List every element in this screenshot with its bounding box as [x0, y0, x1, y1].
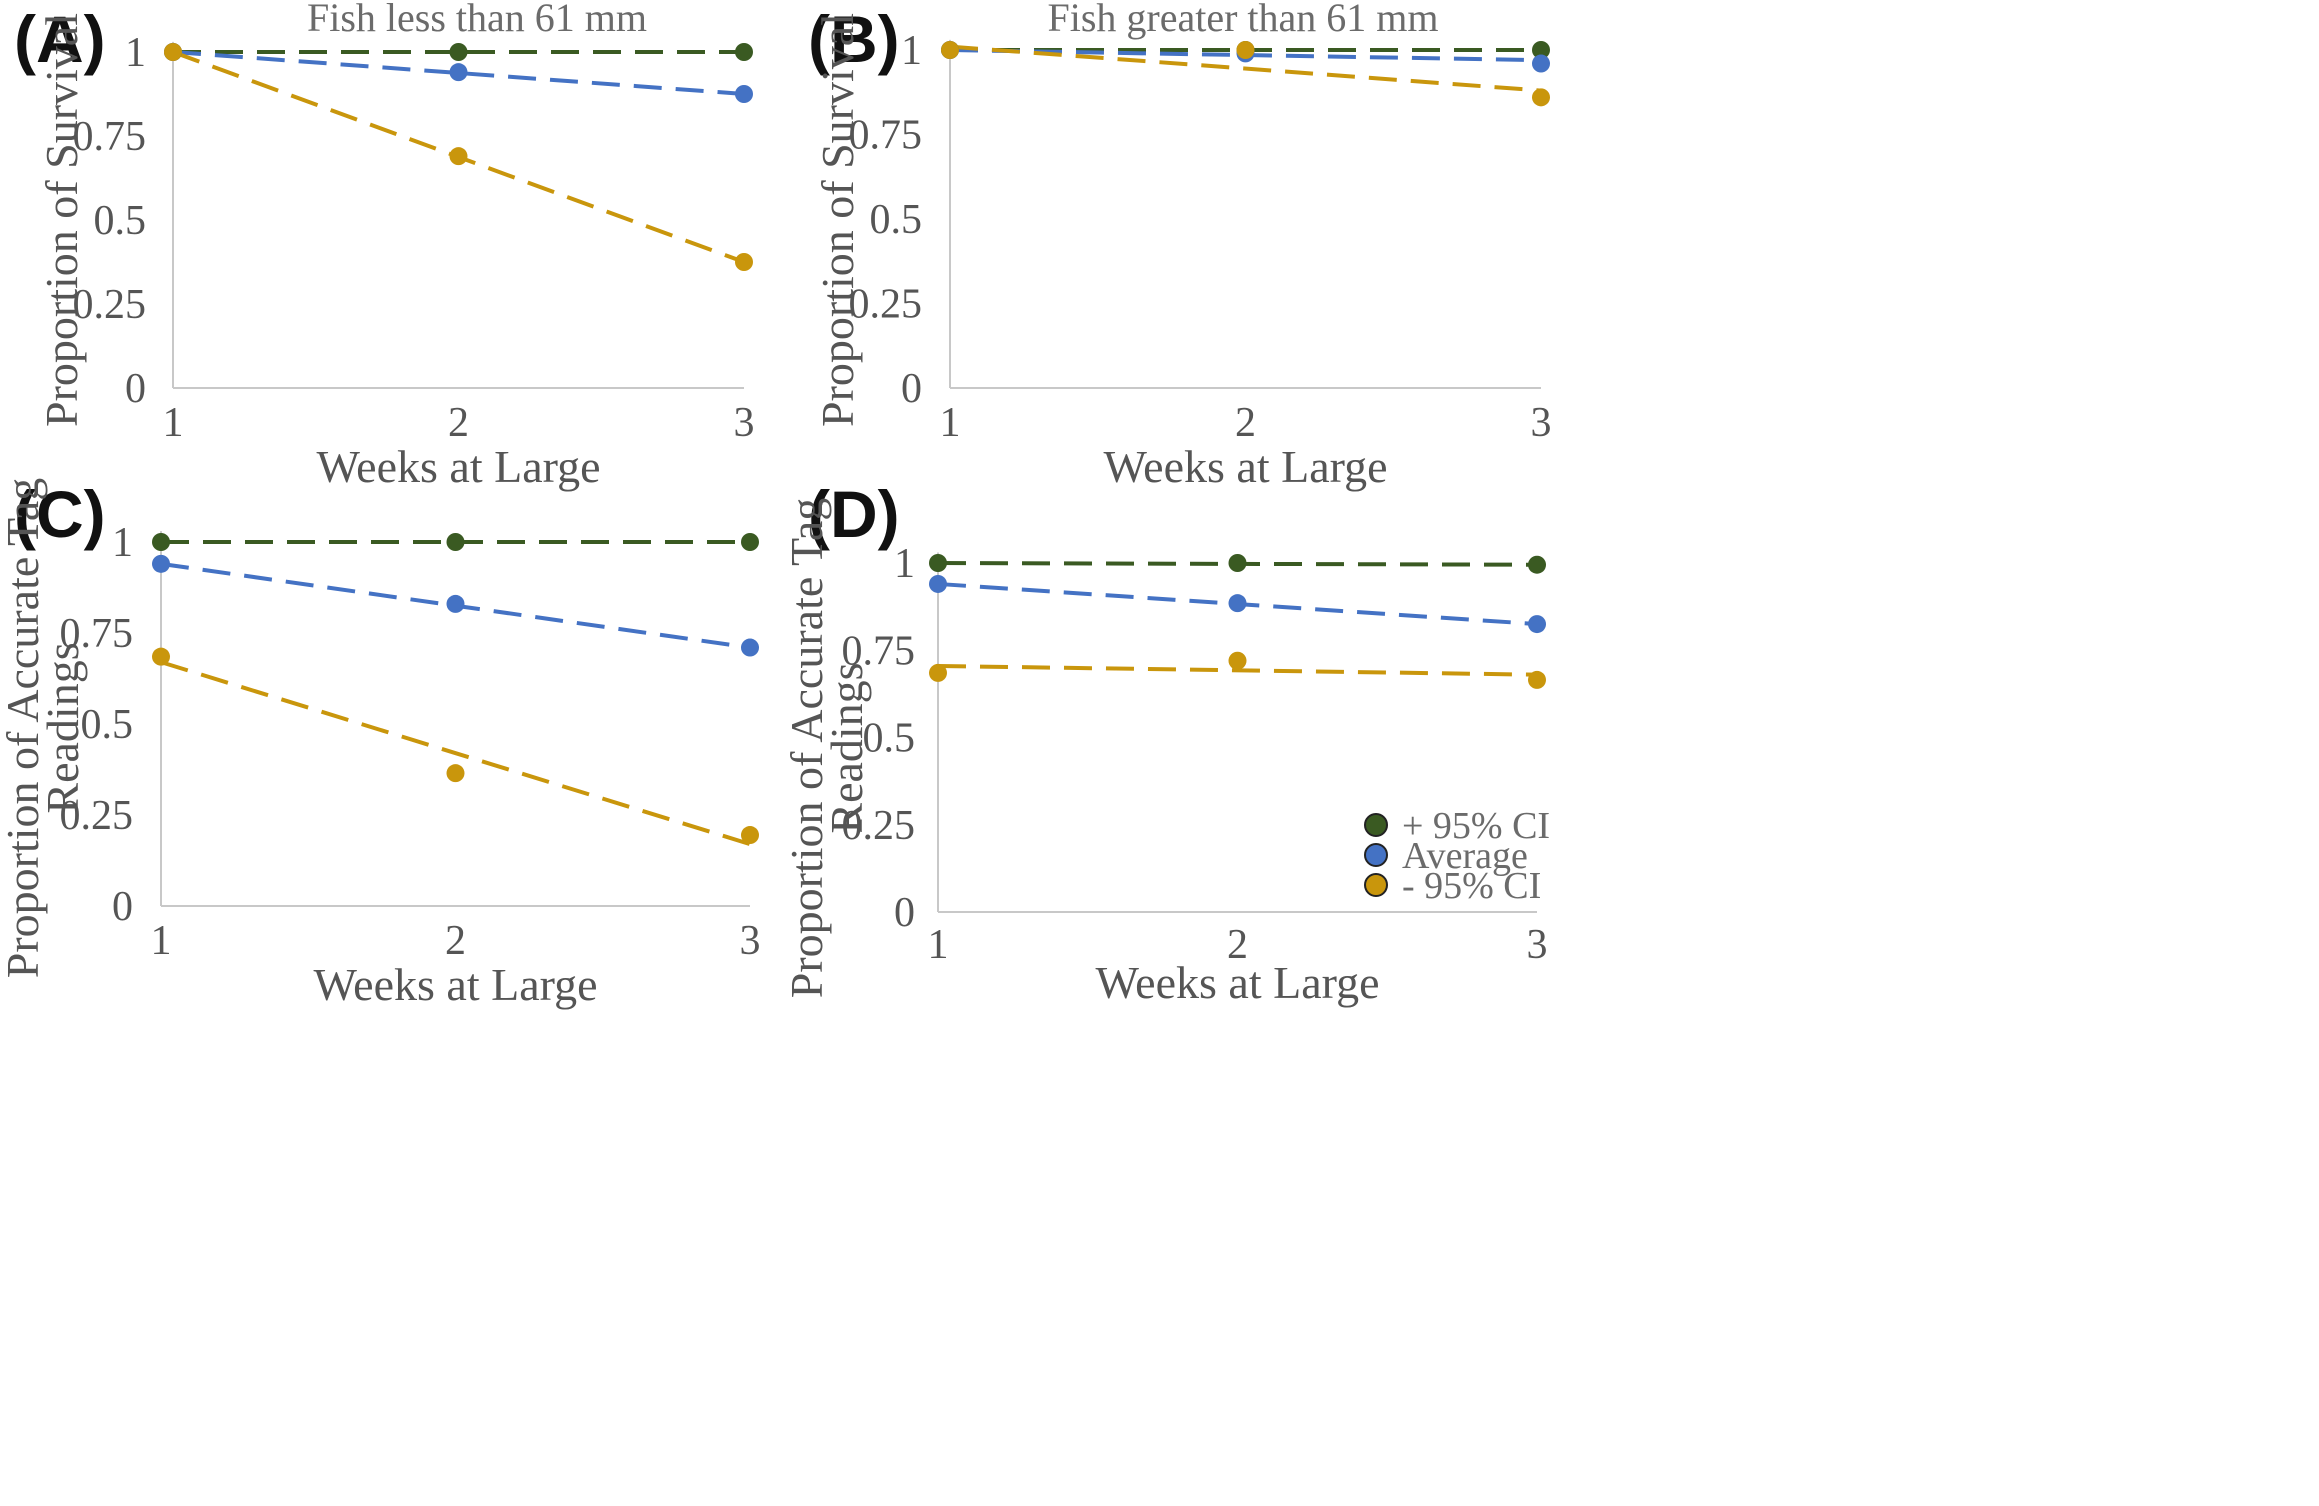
x-axis-label: Weeks at Large — [316, 441, 600, 492]
point-minus_ci — [1532, 88, 1550, 107]
series-minus_ci-trendline — [937, 663, 1538, 677]
point-plus_ci — [1528, 555, 1546, 574]
y-tick-label: 0.5 — [94, 198, 147, 244]
point-average — [929, 574, 947, 593]
point-plus_ci — [152, 533, 170, 551]
x-tick-label: 2 — [1227, 922, 1248, 968]
point-plus_ci — [735, 43, 753, 61]
y-tick-label: 1 — [125, 30, 146, 76]
point-plus_ci — [449, 43, 468, 61]
point-average — [449, 63, 468, 82]
legend-marker-plus_ci — [1364, 813, 1388, 837]
point-average — [735, 85, 753, 103]
panel-label: (A) — [14, 2, 106, 76]
x-tick-label: 2 — [445, 918, 466, 964]
y-axis-label: Proportion of Accurate Tag — [0, 478, 48, 979]
panel-label: (D) — [808, 477, 900, 551]
x-tick-label: 2 — [1235, 400, 1256, 446]
panel-b: (B) Fish greater than 61 mm 0 0.25 0.5 0.75 1 1… — [808, 0, 1552, 492]
y-tick-label: 0.5 — [863, 716, 916, 762]
point-average — [1228, 594, 1247, 613]
point-plus_ci — [446, 533, 465, 551]
legend-marker-average — [1364, 843, 1388, 867]
legend-label: + 95% CI — [1402, 805, 1550, 847]
y-tick-label: 0.25 — [60, 793, 134, 839]
point-minus_ci — [941, 41, 959, 59]
y-axis-label: Proportion of Survival — [812, 13, 863, 427]
y-tick-label: 0.75 — [73, 114, 147, 160]
x-tick-label: 3 — [740, 918, 761, 964]
x-axis-label: Weeks at Large — [1095, 957, 1379, 1008]
series-minus_ci-trendline — [949, 44, 1542, 93]
point-average — [446, 594, 465, 613]
point-minus_ci — [1228, 651, 1247, 670]
y-axis-label: Readings — [37, 642, 88, 813]
chart-title: Fish greater than 61 mm — [1047, 0, 1438, 40]
panel-a: (A) Fish less than 61 mm 0 0.25 0.5 0.75 1 1 2 3 W… — [14, 0, 755, 492]
panel-label: (C) — [14, 477, 106, 551]
y-tick-label: 1 — [901, 28, 922, 74]
point-minus_ci — [1528, 670, 1546, 689]
point-minus_ci — [446, 764, 465, 783]
x-tick-label: 3 — [1531, 400, 1552, 446]
point-average — [1528, 615, 1546, 634]
series-average-trendline — [172, 50, 745, 96]
y-tick-label: 0 — [125, 366, 146, 412]
point-plus_ci — [1532, 41, 1550, 59]
point-average — [1532, 54, 1550, 73]
y-tick-label: 0.5 — [81, 702, 134, 748]
point-minus_ci — [1236, 41, 1255, 59]
y-tick-label: 0.5 — [870, 197, 923, 243]
y-tick-label: 0 — [894, 890, 915, 936]
y-tick-label: 1 — [112, 520, 133, 566]
legend-label: - 95% CI — [1402, 865, 1541, 907]
point-plus_ci — [741, 533, 759, 551]
point-minus_ci — [735, 253, 753, 271]
panel-d: (D) 0 0.25 0.5 0.75 1 1 2 3 Weeks at Large Proport… — [781, 477, 1548, 1008]
point-minus_ci — [929, 663, 947, 682]
point-plus_ci — [1228, 554, 1247, 572]
y-tick-label: 0.25 — [842, 803, 916, 849]
y-tick-label: 0.25 — [849, 282, 923, 328]
x-tick-label: 3 — [1527, 922, 1548, 968]
x-axis-label: Weeks at Large — [1103, 441, 1387, 492]
x-tick-label: 2 — [448, 400, 469, 446]
y-axis-label: Readings — [821, 662, 872, 833]
point-minus_ci — [152, 647, 170, 666]
chart-title: Fish less than 61 mm — [307, 0, 647, 40]
y-tick-label: 0.75 — [842, 628, 916, 674]
panel-c: (C) 0 0.25 0.5 0.75 1 1 2 3 Weeks at Large Proport… — [0, 477, 761, 1010]
legend-marker-minus_ci — [1364, 873, 1388, 897]
x-tick-label: 1 — [940, 400, 961, 446]
x-axis-label: Weeks at Large — [313, 959, 597, 1010]
point-plus_ci — [929, 554, 947, 572]
y-tick-label: 0.25 — [73, 282, 147, 328]
series-minus_ci-trendline — [160, 660, 751, 847]
panel-label: (B) — [808, 2, 900, 76]
point-minus_ci — [741, 826, 759, 845]
x-tick-label: 3 — [734, 400, 755, 446]
point-minus_ci — [164, 43, 182, 61]
legend-label: Average — [1402, 835, 1528, 877]
x-tick-label: 1 — [928, 922, 949, 968]
y-tick-label: 0.75 — [849, 113, 923, 159]
y-tick-label: 0 — [901, 366, 922, 412]
point-minus_ci — [449, 147, 468, 166]
point-average — [741, 638, 759, 657]
x-tick-label: 1 — [163, 400, 184, 446]
x-tick-label: 1 — [151, 918, 172, 964]
y-axis-label: Proportion of Accurate Tag — [781, 498, 832, 999]
y-tick-label: 1 — [894, 541, 915, 587]
y-tick-label: 0.75 — [60, 611, 134, 657]
y-tick-label: 0 — [112, 884, 133, 930]
y-axis-label: Proportion of Survival — [36, 13, 87, 427]
point-average — [152, 554, 170, 573]
